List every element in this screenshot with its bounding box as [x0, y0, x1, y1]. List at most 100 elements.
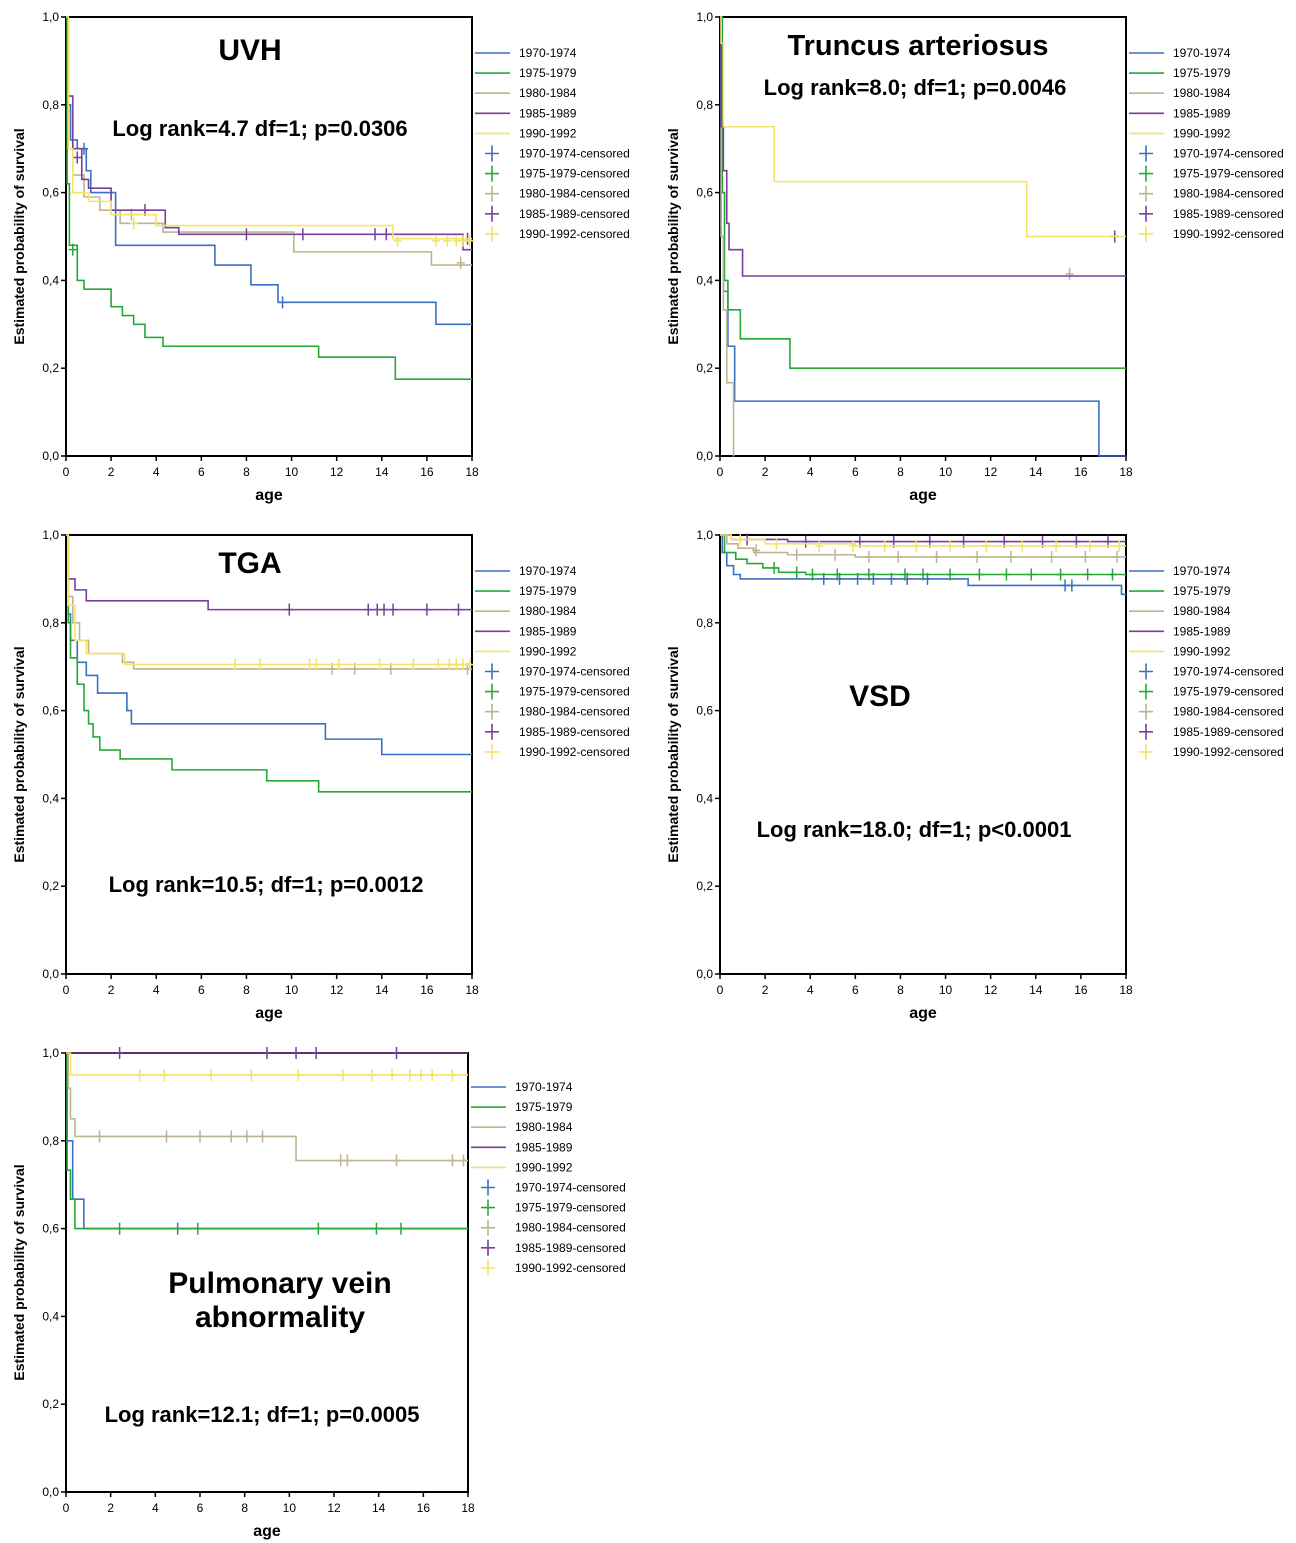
censor-mark — [392, 1047, 401, 1059]
censor-mark — [864, 568, 873, 581]
censor-mark — [919, 568, 927, 581]
chart-title: UVH — [218, 34, 281, 67]
censor-mark — [975, 568, 984, 581]
y-tick-label: 0,4 — [696, 791, 713, 805]
censor-mark — [73, 151, 82, 164]
censor-mark — [864, 550, 873, 563]
x-tick-label: 12 — [984, 983, 998, 997]
censor-mark — [95, 1130, 104, 1143]
x-tick-label: 16 — [420, 465, 434, 479]
censor-mark — [932, 550, 941, 563]
x-tick-label: 18 — [465, 983, 479, 997]
censor-mark — [247, 1068, 256, 1081]
survival-curve — [720, 16, 1126, 369]
legend-label: 1990-1992-censored — [519, 227, 630, 241]
censor-mark — [443, 234, 452, 247]
legend-censor-swatch — [481, 1239, 495, 1256]
series-1980-1984 — [66, 1052, 468, 1167]
censor-mark — [452, 234, 461, 247]
censor-mark — [343, 1154, 352, 1167]
censor-mark — [417, 1068, 426, 1081]
legend-label: 1975-1979 — [519, 66, 577, 80]
chart-title: Pulmonary vein — [168, 1267, 391, 1300]
x-tick-label: 6 — [852, 465, 859, 479]
x-tick-label: 6 — [198, 465, 205, 479]
censor-mark — [409, 658, 418, 671]
legend-label: 1970-1974-censored — [519, 665, 630, 679]
x-tick-label: 8 — [243, 983, 250, 997]
y-tick-label: 0,2 — [42, 879, 59, 893]
censor-mark — [458, 658, 467, 671]
censor-mark — [227, 1130, 236, 1143]
legend-label: 1980-1984 — [519, 604, 577, 618]
censor-mark — [68, 243, 77, 256]
x-tick-label: 10 — [283, 1501, 297, 1515]
x-tick-label: 18 — [1119, 983, 1133, 997]
censor-mark — [135, 1068, 144, 1081]
censor-mark — [815, 539, 824, 552]
x-tick-label: 2 — [108, 983, 115, 997]
legend-label: 1990-1992-censored — [515, 1261, 626, 1275]
censor-mark — [364, 603, 373, 616]
series-1980-1984 — [720, 534, 1126, 563]
survival-curve — [66, 16, 472, 380]
legend-label: 1990-1992 — [1173, 644, 1231, 658]
legend-label: 1970-1974 — [519, 46, 577, 60]
legend-label: 1980-1984-censored — [519, 187, 630, 201]
legend-censor-swatch — [485, 225, 499, 242]
legend-label: 1985-1989-censored — [515, 1241, 626, 1255]
series-1975-1979 — [66, 16, 472, 380]
x-tick-label: 4 — [152, 1501, 159, 1515]
censor-mark — [448, 1154, 457, 1167]
y-tick-label: 1,0 — [696, 10, 713, 24]
legend-censor-swatch — [1139, 683, 1153, 700]
censor-mark — [454, 603, 463, 616]
x-tick-label: 18 — [1119, 465, 1133, 479]
legend-label: 1985-1989 — [519, 106, 577, 120]
survival-curve — [66, 16, 472, 326]
log-rank-annotation: Log rank=10.5; df=1; p=0.0012 — [109, 872, 424, 897]
censor-mark — [900, 568, 909, 581]
y-tick-label: 0,2 — [42, 361, 59, 375]
km-panel-2: 0,0 0,2 0,4 0,6 0,8 1,0 0 2 4 6 8 10 12 14 16 18 age Esti… — [665, 10, 1284, 504]
legend-label: 1990-1992 — [515, 1160, 573, 1174]
km-panel-4: 0,0 0,2 0,4 0,6 0,8 1,0 0 2 4 6 8 10 12 14 16 18 age Esti… — [665, 528, 1284, 1022]
series-1975-1979 — [720, 16, 1126, 369]
censor-mark — [772, 537, 781, 550]
legend-censor-swatch — [485, 185, 499, 202]
y-tick-label: 0,2 — [42, 1397, 59, 1411]
legend-censor-swatch — [1139, 165, 1153, 182]
censor-mark — [434, 658, 443, 671]
legend-label: 1985-1989-censored — [1173, 207, 1284, 221]
survival-curve — [720, 16, 1126, 277]
legend-label: 1975-1979-censored — [1173, 685, 1284, 699]
censor-mark — [162, 1130, 171, 1143]
censor-mark — [973, 550, 982, 563]
censor-mark — [375, 658, 384, 671]
legend-censor-swatch — [1139, 205, 1153, 222]
x-tick-label: 6 — [198, 983, 205, 997]
y-tick-label: 0,4 — [42, 791, 59, 805]
censor-mark — [1081, 550, 1090, 563]
legend-censor-swatch — [1139, 185, 1153, 202]
censor-mark — [372, 1222, 381, 1235]
censor-mark — [736, 533, 745, 546]
censor-mark — [452, 658, 461, 671]
y-tick-label: 1,0 — [42, 528, 59, 542]
legend: 1970-1974 1975-1979 1980-1984 1985-1989 1990… — [471, 1080, 626, 1276]
censor-mark — [196, 1130, 204, 1143]
x-axis-label: age — [909, 487, 937, 504]
legend-label: 1980-1984 — [519, 86, 577, 100]
x-tick-label: 2 — [107, 1501, 114, 1515]
legend-censor-swatch — [485, 723, 499, 740]
censor-mark — [1056, 568, 1065, 581]
y-tick-label: 0,8 — [42, 1134, 59, 1148]
x-tick-label: 18 — [461, 1501, 475, 1515]
legend-label: 1980-1984 — [1173, 604, 1231, 618]
censor-mark — [298, 228, 307, 241]
y-tick-label: 0,6 — [42, 704, 59, 718]
legend-censor-swatch — [485, 703, 499, 720]
legend-label: 1975-1979 — [519, 584, 577, 598]
censor-mark — [334, 658, 343, 671]
x-tick-label: 4 — [153, 465, 160, 479]
